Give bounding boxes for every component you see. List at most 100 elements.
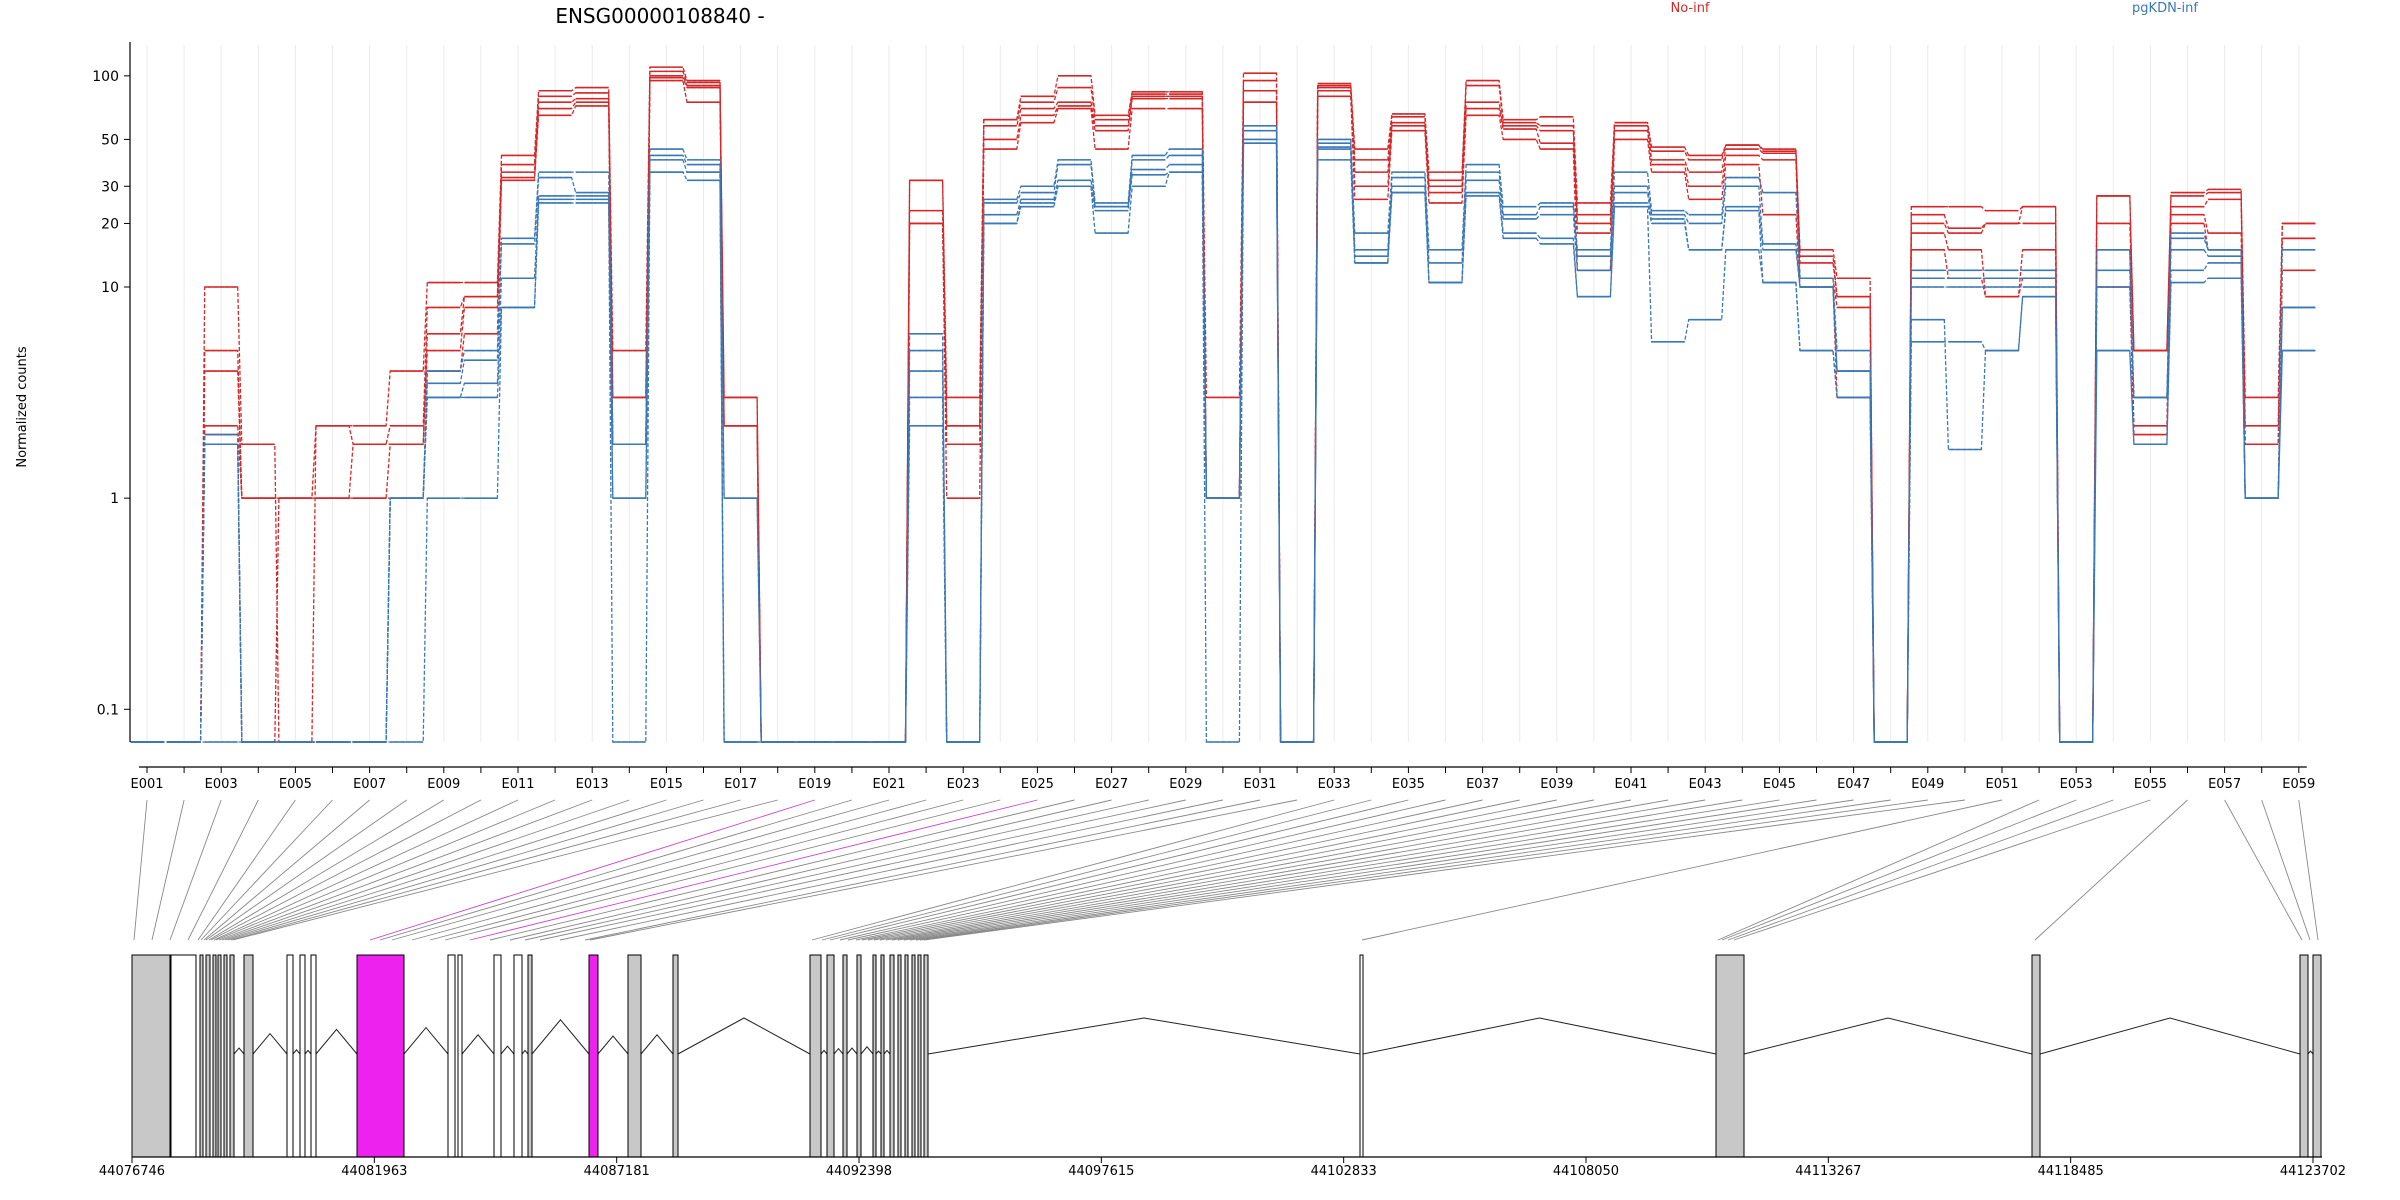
exon-connector	[915, 799, 1891, 941]
exon-connector	[469, 799, 1038, 941]
exon-connector	[151, 799, 185, 941]
exon-connector	[1721, 799, 2077, 941]
exon-box	[911, 954, 916, 1158]
genomic-tick-label: 44123702	[2280, 1164, 2346, 1179]
exon-box	[2299, 954, 2309, 1158]
exon-box	[205, 954, 211, 1158]
x-tick-label: E057	[2208, 777, 2241, 792]
exon-box	[904, 954, 909, 1158]
grid	[146, 45, 2300, 742]
exon-connector	[411, 799, 927, 941]
intron-line	[315, 1028, 358, 1055]
intron-line	[521, 1049, 529, 1055]
exon-box	[310, 954, 317, 1158]
intron-line	[820, 1049, 828, 1055]
x-tick-label: E021	[872, 777, 905, 792]
x-tick-label: E055	[2134, 777, 2167, 792]
intron-line	[304, 1049, 312, 1055]
exon-connector	[903, 799, 1817, 941]
exon-connector	[200, 799, 333, 941]
intron-line	[292, 1049, 301, 1055]
intron-line	[531, 1019, 590, 1055]
intron-line	[500, 1045, 515, 1055]
intron-line	[833, 1047, 844, 1055]
x-tick-label: E037	[1466, 777, 1499, 792]
exon-box	[2031, 954, 2041, 1158]
exon-connector	[919, 799, 1928, 941]
x-tick-label: E003	[205, 777, 238, 792]
intron-line	[677, 1017, 811, 1055]
intron-line	[860, 1046, 874, 1055]
exon-box	[299, 954, 306, 1158]
x-tick-label: E047	[1837, 777, 1870, 792]
exon-box	[286, 954, 294, 1158]
exon-box	[842, 954, 848, 1158]
exon-connector	[489, 799, 1075, 941]
y-tick-label: 0.1	[97, 702, 119, 718]
exon-box	[493, 954, 502, 1158]
intron-line	[927, 1017, 1361, 1055]
exon-box	[627, 954, 642, 1158]
intron-line	[2307, 1050, 2314, 1055]
plot-series	[130, 66, 2316, 743]
exon-connector	[208, 799, 445, 941]
exon-connector	[811, 799, 1335, 941]
x-tick-label: E035	[1392, 777, 1425, 792]
exon-connector	[213, 799, 519, 941]
intron-line	[875, 1050, 882, 1055]
exon-box	[199, 954, 204, 1158]
x-tick-label: E041	[1614, 777, 1647, 792]
genomic-tick-label: 44087181	[584, 1164, 650, 1179]
exon-connector	[2298, 799, 2319, 941]
exon-connector	[879, 799, 1669, 941]
exon-box	[923, 954, 929, 1158]
exon-connector	[369, 799, 815, 941]
intron-line	[233, 1047, 245, 1055]
exon-connector	[589, 799, 1298, 941]
exon-connector	[1727, 799, 2114, 941]
exon-connector	[839, 799, 1446, 941]
intron-line	[640, 1034, 674, 1055]
exon-box	[243, 954, 254, 1158]
exon-connector	[861, 799, 1557, 941]
exon-connector	[1717, 799, 2040, 941]
exon-connector	[821, 799, 1372, 941]
x-tick-label: E053	[2060, 777, 2093, 792]
series-line	[130, 66, 2316, 743]
exon-box	[872, 954, 877, 1158]
exon-connector	[539, 799, 1186, 941]
exon-box	[217, 954, 222, 1158]
y-tick-label: 1	[110, 491, 119, 507]
exon-connectors	[133, 799, 2319, 941]
intron-line	[883, 1049, 891, 1055]
y-axis-label: Normalized counts	[15, 346, 30, 468]
genomic-tick-label: 44081963	[341, 1164, 407, 1179]
exon-connector	[203, 799, 370, 941]
genomic-tick-label: 44118485	[2038, 1164, 2104, 1179]
exon-connector	[215, 799, 556, 941]
exon-box	[229, 954, 235, 1158]
exon-connector	[1361, 799, 2003, 941]
intron-line	[1362, 1017, 1717, 1055]
x-tick-label: E039	[1540, 777, 1573, 792]
exon-box	[897, 954, 902, 1158]
x-tick-label: E023	[947, 777, 980, 792]
genomic-tick-label: 44108050	[1553, 1164, 1619, 1179]
exon-connector	[867, 799, 1594, 941]
exon-connector	[133, 799, 148, 941]
x-tick-label: E017	[724, 777, 757, 792]
x-tick-label: E027	[1095, 777, 1128, 792]
exon-box	[1359, 954, 1364, 1158]
exon-connector	[210, 799, 482, 941]
exon-connector	[2261, 799, 2311, 941]
exon-box	[917, 954, 922, 1158]
exon-box	[170, 954, 197, 1158]
exon-box	[880, 954, 885, 1158]
x-tick-label: E043	[1689, 777, 1722, 792]
chart-title: ENSG00000108840 -	[555, 4, 764, 28]
y-tick-label: 20	[101, 216, 119, 232]
genomic-tick-label: 44076746	[99, 1164, 165, 1179]
x-tick-label: E059	[2282, 777, 2315, 792]
exon-box	[513, 954, 523, 1158]
x-tick-label: E011	[501, 777, 534, 792]
